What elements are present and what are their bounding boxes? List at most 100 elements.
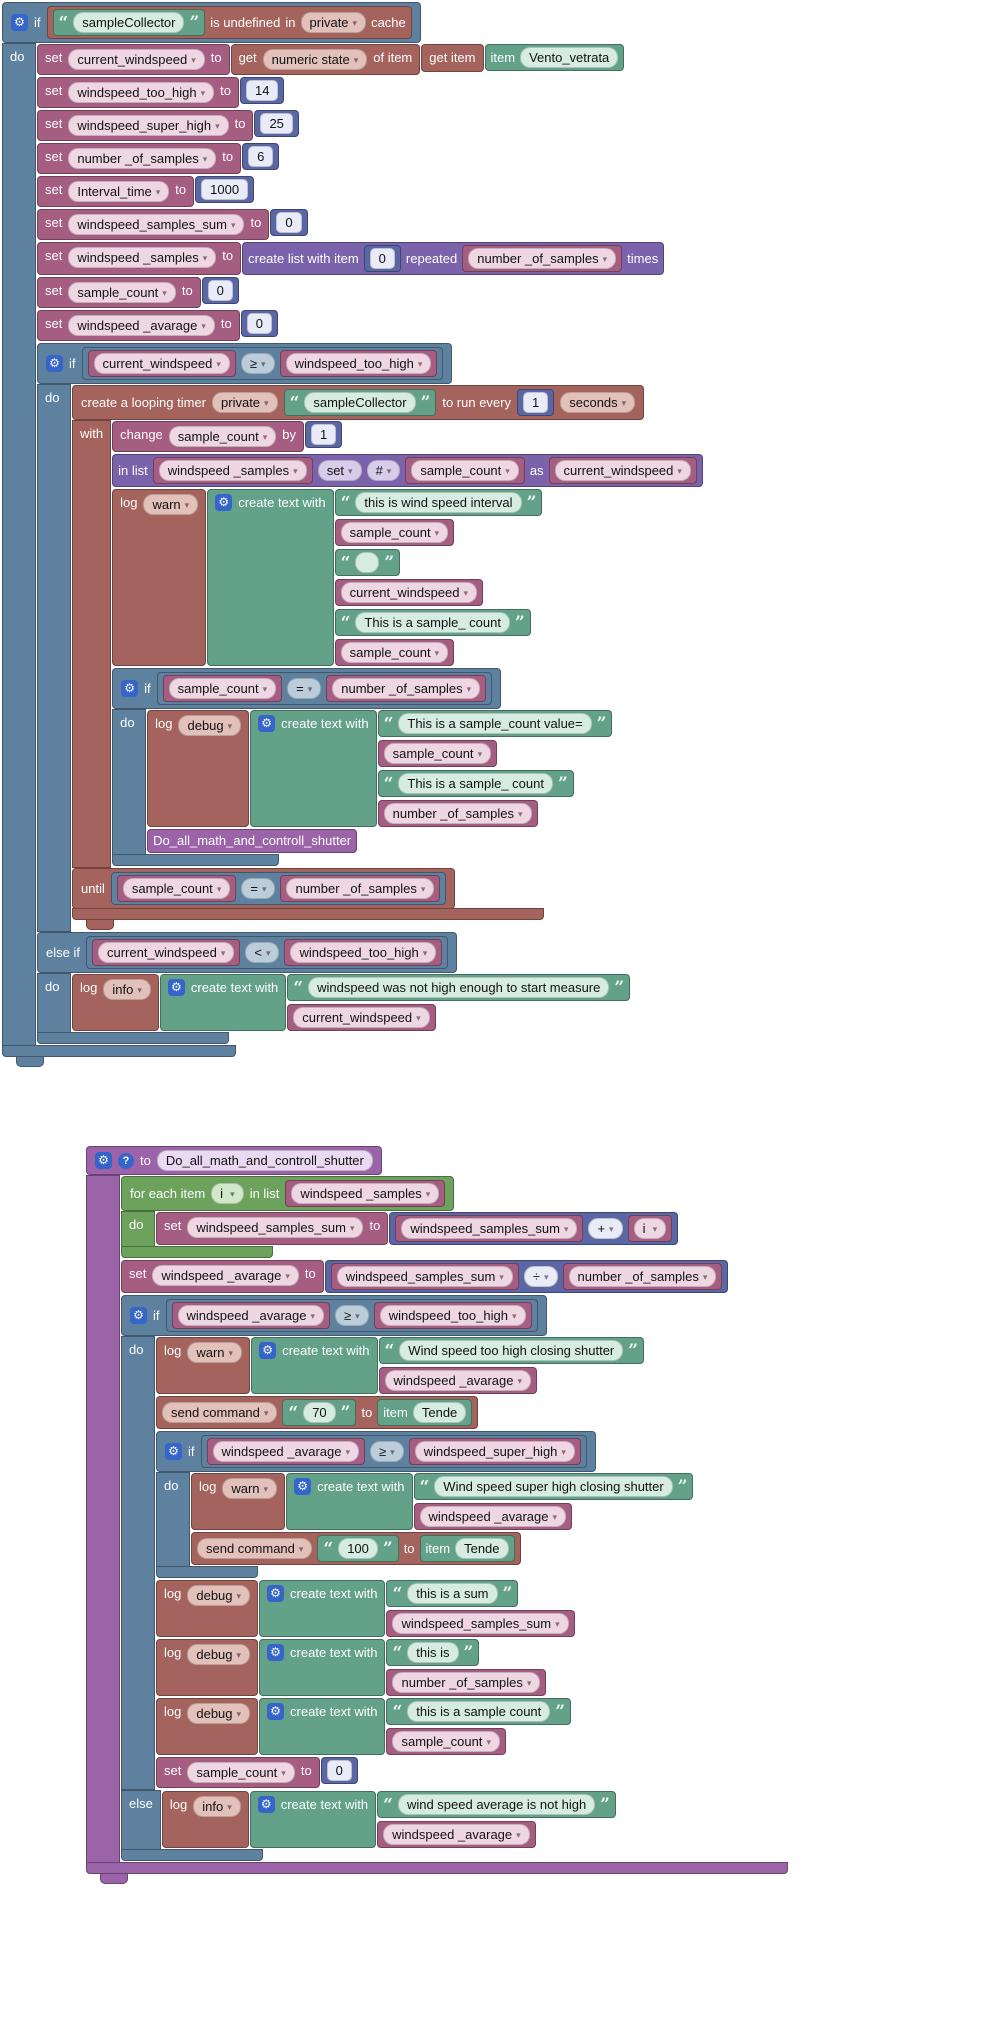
gear-icon[interactable]: ⚙ (95, 1152, 112, 1169)
set-variable-block[interactable]: set windspeed _avarage ▾ to windspeed_sample… (121, 1260, 729, 1293)
gear-icon[interactable]: ⚙ (294, 1478, 312, 1495)
get-state-block[interactable]: get numeric state ▾ of item get item item Vent… (230, 44, 625, 75)
dropdown-field[interactable]: private ▾ (300, 12, 367, 33)
number-block[interactable]: 14 (240, 77, 285, 104)
text-field[interactable]: this is wind speed interval (355, 492, 522, 513)
create-text-block[interactable]: ⚙ create text with “ Wind speed super high … (286, 1473, 694, 1530)
log-block[interactable]: log info ▾ ⚙ create text with “wind speed ave… (161, 1791, 616, 1848)
set-variable-block[interactable]: set windspeed _samples ▾ to create list with… (37, 242, 665, 275)
variable-block[interactable]: number _of_samples ▾ (326, 675, 487, 702)
variable-block[interactable]: number _of_samples ▾ (377, 800, 538, 827)
text-field[interactable]: Do_all_math_and_controll_shutter (156, 1150, 373, 1171)
dropdown-field[interactable]: windspeed _samples ▾ (158, 460, 307, 481)
help-icon[interactable]: ? (118, 1152, 134, 1169)
gear-icon[interactable]: ⚙ (165, 1443, 182, 1460)
looping-timer-block[interactable]: create a looping timer private ▾ “sampleCol… (72, 385, 703, 930)
send-command-block[interactable]: send command ▾ “ 70 ” to item Tende (156, 1396, 479, 1429)
text-field[interactable] (355, 552, 380, 573)
dropdown-field[interactable]: current_windspeed ▾ (93, 353, 230, 374)
number-block[interactable]: 0 (363, 245, 401, 272)
variable-block[interactable]: sample_count ▾ (386, 1728, 506, 1755)
dropdown-field[interactable]: send command ▾ (197, 1538, 313, 1559)
dropdown-field[interactable]: = ▾ (241, 878, 276, 899)
compare-block[interactable]: sample_count ▾ = ▾ number _of_samples ▾ (156, 672, 493, 705)
dropdown-field[interactable]: debug ▾ (187, 1585, 251, 1606)
variable-block[interactable]: current_windspeed ▾ (548, 457, 697, 484)
list-set-block[interactable]: in list windspeed _samples ▾ set ▾ # ▾ sample_c… (112, 454, 703, 487)
number-field[interactable]: 1 (523, 392, 549, 413)
dropdown-field[interactable]: debug ▾ (178, 715, 242, 736)
dropdown-field[interactable]: current_windspeed ▾ (97, 942, 235, 963)
number-field[interactable]: 14 (246, 80, 279, 101)
set-variable-block[interactable]: set windspeed _avarage ▾ to 0 (37, 310, 278, 341)
text-field[interactable]: Tende (412, 1402, 467, 1423)
create-text-block[interactable]: ⚙ create text with “ this is ” number _of_sam… (259, 1639, 547, 1696)
create-text-block[interactable]: ⚙ create text with “ this is a sum ” windspee… (259, 1580, 575, 1637)
variable-block[interactable]: sample_count ▾ (162, 675, 283, 702)
dropdown-field[interactable]: i ▾ (633, 1218, 667, 1239)
number-field[interactable]: 0 (276, 212, 302, 233)
dropdown-field[interactable]: # ▾ (366, 460, 401, 481)
log-block[interactable]: log debug ▾ ⚙ create text with “this is” numbe… (156, 1639, 547, 1696)
dropdown-field[interactable]: info ▾ (193, 1796, 241, 1817)
variable-block[interactable]: windspeed _samples ▾ (285, 1180, 446, 1207)
gear-icon[interactable]: ⚙ (257, 1796, 275, 1813)
dropdown-field[interactable]: ≥ ▾ (370, 1441, 404, 1462)
dropdown-field[interactable]: number _of_samples ▾ (332, 678, 481, 699)
dropdown-field[interactable]: warn ▾ (143, 494, 199, 515)
variable-block[interactable]: current_windspeed ▾ (91, 939, 241, 966)
string-block[interactable]: “ Wind speed too high closing shutter ” (378, 1337, 645, 1364)
dropdown-field[interactable]: ≥ ▾ (240, 353, 275, 374)
number-block[interactable]: 1000 (195, 176, 255, 203)
number-block[interactable]: 0 (270, 209, 308, 236)
is-undefined-in-cache-block[interactable]: “sampleCollector” is undefined in private ▾ c… (46, 6, 412, 39)
compare-block[interactable]: current_windspeed ▾ < ▾ windspeed_too_high ▾ (85, 936, 449, 969)
variable-block[interactable]: current_windspeed ▾ (87, 350, 236, 377)
dropdown-field[interactable]: windspeed_samples_sum ▾ (336, 1266, 513, 1287)
dropdown-field[interactable]: windspeed_too_high ▾ (290, 942, 437, 963)
dropdown-field[interactable]: current_windspeed ▾ (68, 49, 205, 70)
gear-icon[interactable]: ⚙ (267, 1703, 285, 1720)
dropdown-field[interactable]: windspeed _avarage ▾ (68, 315, 215, 336)
variable-block[interactable]: windspeed_super_high ▾ (408, 1438, 581, 1465)
dropdown-field[interactable]: numeric state ▾ (262, 49, 368, 70)
number-block[interactable]: 0 (320, 1757, 358, 1784)
text-field[interactable]: Wind speed too high closing shutter (399, 1340, 624, 1361)
create-text-block[interactable]: ⚙ create text with “ windspeed was not high… (159, 974, 631, 1031)
text-field[interactable]: this is a sample count (407, 1701, 551, 1722)
dropdown-field[interactable]: warn ▾ (222, 1478, 278, 1499)
dropdown-field[interactable]: sample_count ▾ (122, 878, 231, 899)
create-text-block[interactable]: ⚙ create text with “ this is a sample count… (259, 1698, 572, 1755)
compare-block[interactable]: sample_count ▾ = ▾ number _of_samples ▾ (110, 872, 447, 905)
gear-icon[interactable]: ⚙ (130, 1307, 147, 1324)
set-variable-block[interactable]: set windspeed_super_high ▾ to 25 (37, 110, 299, 141)
text-field[interactable]: 100 (338, 1538, 378, 1559)
dropdown-field[interactable]: windspeed_too_high ▾ (285, 353, 432, 374)
number-block[interactable]: 0 (240, 310, 278, 337)
variable-block[interactable]: windspeed_too_high ▾ (373, 1302, 532, 1329)
text-field[interactable]: this is (407, 1642, 459, 1663)
string-block[interactable]: “ 70 ” (282, 1399, 357, 1426)
number-field[interactable]: 0 (207, 280, 233, 301)
variable-block[interactable]: windspeed _samples ▾ (152, 457, 313, 484)
number-field[interactable]: 6 (248, 146, 274, 167)
dropdown-field[interactable]: ≥ ▾ (335, 1305, 369, 1326)
variable-block[interactable]: windspeed_too_high ▾ (279, 350, 438, 377)
dropdown-field[interactable]: windspeed_super_high ▾ (414, 1441, 575, 1462)
create-text-block[interactable]: ⚙ create text with “ This is a sample_count… (250, 710, 613, 827)
text-field[interactable]: This is a sample_count value= (398, 713, 592, 734)
log-block[interactable]: log debug ▾ ⚙ create text with “This is a sam… (147, 710, 613, 827)
text-field[interactable]: this is a sum (407, 1583, 498, 1604)
dropdown-field[interactable]: number _of_samples ▾ (68, 148, 217, 169)
string-block[interactable]: “ This is a sample_ count ” (334, 609, 531, 636)
dropdown-field[interactable]: windspeed _samples ▾ (68, 247, 217, 268)
number-block[interactable]: 1 (305, 421, 343, 448)
dropdown-field[interactable]: = ▾ (287, 678, 322, 699)
variable-block[interactable]: windspeed _avarage ▾ (378, 1367, 538, 1394)
compare-block[interactable]: windspeed _avarage ▾ ≥ ▾ windspeed_super_hig… (200, 1435, 587, 1468)
if-block[interactable]: ⚙ if “sampleCollector” is undefined in privat… (2, 2, 703, 1067)
dropdown-field[interactable]: sample_count ▾ (187, 1762, 295, 1783)
variable-block[interactable]: current_windspeed ▾ (334, 579, 484, 606)
variable-block[interactable]: windspeed_samples_sum ▾ (395, 1215, 584, 1242)
set-variable-block[interactable]: set current_windspeed ▾ to get numeric state ▾… (37, 44, 625, 75)
